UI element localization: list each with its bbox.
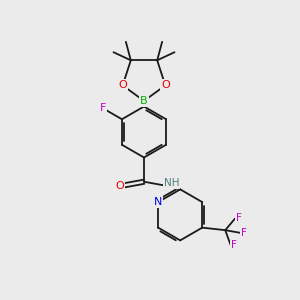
Text: F: F	[231, 240, 237, 250]
Text: O: O	[161, 80, 170, 90]
Text: B: B	[140, 96, 148, 106]
Text: F: F	[241, 228, 247, 238]
Text: O: O	[118, 80, 127, 90]
Text: N: N	[154, 197, 162, 207]
Text: F: F	[236, 214, 242, 224]
Text: O: O	[115, 181, 124, 190]
Text: NH: NH	[164, 178, 179, 188]
Text: F: F	[100, 103, 106, 113]
